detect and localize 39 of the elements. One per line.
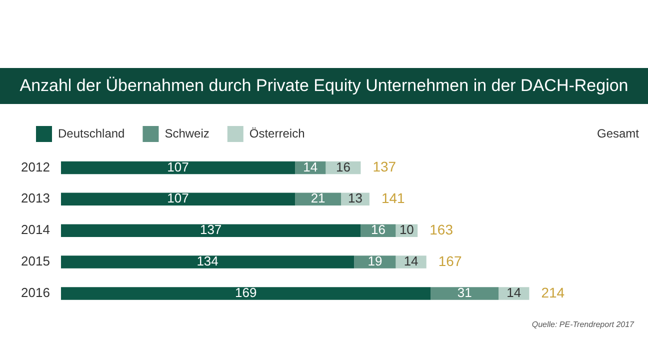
legend-label: Österreich (249, 126, 305, 140)
chart-title: Anzahl der Übernahmen durch Private Equity Unternehmen in der DACH-Region (0, 68, 648, 104)
data-label: 21 (310, 190, 326, 206)
bar (60, 224, 361, 237)
y-tick-label: 2016 (21, 285, 50, 300)
legend-label: Deutschland (58, 126, 125, 140)
total-label: 167 (438, 252, 462, 269)
data-label: 134 (196, 254, 218, 269)
data-label: 14 (506, 285, 522, 300)
source-note: Quelle: PE-Trendreport 2017 (532, 320, 634, 329)
bar (396, 256, 426, 268)
total-label: 137 (372, 158, 396, 175)
text: Gesamt (596, 126, 640, 140)
data-label: 16 (370, 222, 386, 238)
total-label: 163 (430, 221, 454, 238)
data-label: 10 (399, 222, 414, 238)
data-label: 13 (348, 190, 362, 206)
data-label: 19 (368, 254, 382, 269)
bar (430, 287, 499, 300)
y-tick-label: 2012 (21, 159, 50, 174)
data-label: 107 (167, 190, 189, 206)
y-tick-label: 2014 (21, 222, 50, 238)
bar (354, 256, 396, 268)
data-label: 169 (234, 285, 257, 300)
y-tick-label: 2013 (21, 190, 50, 206)
data-label: 16 (336, 159, 350, 174)
bar (60, 161, 296, 174)
bar (60, 256, 354, 268)
bar (60, 192, 296, 206)
data-label: 14 (404, 254, 418, 269)
data-label: 137 (200, 222, 222, 238)
data-label: 14 (303, 159, 318, 174)
legend-label: Schweiz (164, 126, 210, 140)
total-label: 141 (381, 190, 406, 206)
bar (60, 287, 431, 300)
y-tick-label: 2015 (21, 254, 50, 269)
data-label: 107 (167, 159, 189, 174)
total-label: 214 (541, 284, 565, 300)
data-label: 31 (457, 285, 472, 300)
